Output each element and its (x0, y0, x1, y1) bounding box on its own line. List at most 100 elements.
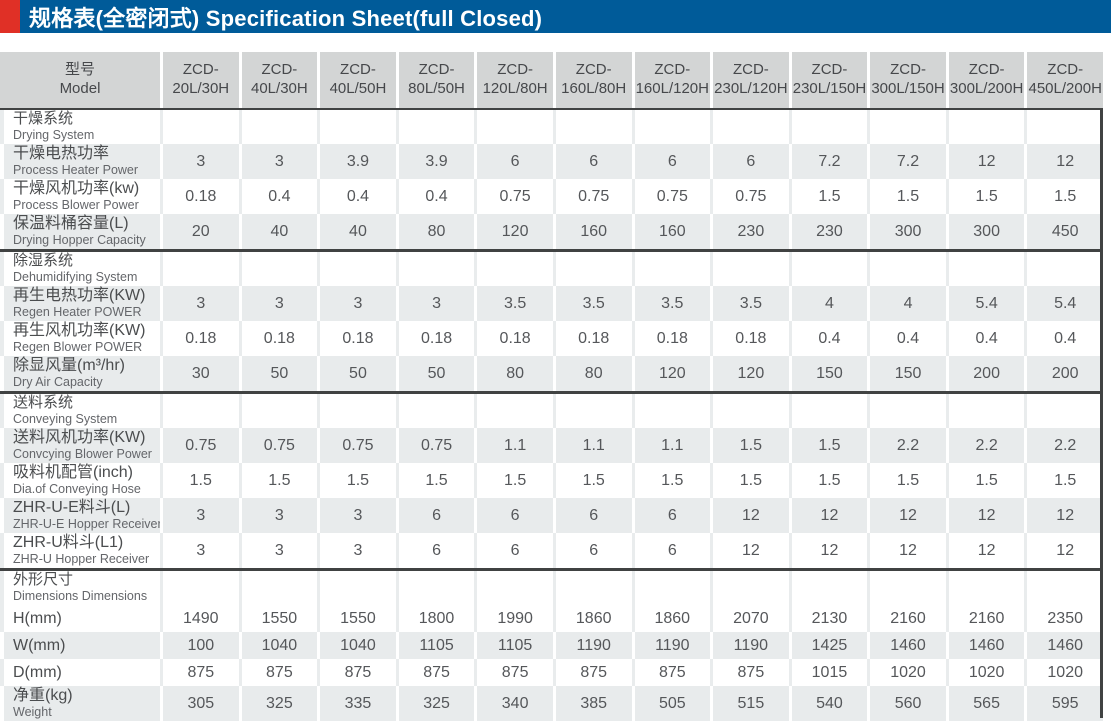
row-label: 送料风机功率(KW) Convcying Blower Power (4, 428, 160, 463)
model-prefix: ZCD- (890, 61, 926, 79)
section-empty-cell (870, 571, 946, 605)
section-header-row: 干燥系统 Drying System (0, 110, 1103, 144)
section-empty-cell (713, 110, 789, 144)
value-cell: 200 (948, 356, 1025, 391)
table-row: 送料风机功率(KW) Convcying Blower Power 0.75 0.75… (0, 428, 1103, 463)
value-cell: 80 (477, 356, 553, 391)
value-cell: 3 (241, 533, 318, 568)
row-label: 保温料桶容量(L) Drying Hopper Capacity (4, 214, 160, 249)
section-empty-cell (241, 252, 318, 286)
value-cell: 0.75 (477, 179, 553, 214)
value-cell: 200 (1027, 356, 1103, 391)
table-header-row: 型号 Model ZCD- 20L/30H ZCD- 40L/30H ZCD- 40L/5… (0, 52, 1103, 108)
model-prefix: ZCD- (418, 61, 455, 79)
value-cell: 1800 (398, 605, 475, 632)
value-cell: 160 (555, 214, 632, 249)
row-label-en: ZHR-U Hopper Receiver (13, 552, 150, 567)
section-empty-cell (948, 110, 1025, 144)
table-row: 再生风机功率(KW) Regen Blower POWER 0.18 0.18 0.18… (0, 321, 1103, 356)
value-cell: 230 (713, 214, 789, 249)
value-cell: 1.5 (870, 179, 946, 214)
value-cell: 1550 (320, 605, 396, 632)
value-cell: 2070 (713, 605, 789, 632)
section-label-en: Dimensions Dimensions (13, 589, 148, 604)
value-cell: 515 (713, 686, 789, 721)
value-cell: 1460 (948, 632, 1025, 659)
value-cell: 1.5 (948, 463, 1025, 498)
table-row: 干燥电热功率 Process Heater Power 3 3 3.9 3.9 6 6 6 6 7.… (0, 144, 1103, 179)
value-cell: 12 (1027, 533, 1103, 568)
model-column-header: ZCD- 40L/50H (320, 52, 396, 108)
model-header-zh: 型号 (64, 61, 95, 79)
model-size: 80L/50H (408, 80, 465, 97)
value-cell: 1105 (477, 632, 553, 659)
value-cell: 1.5 (791, 463, 868, 498)
value-cell: 12 (948, 533, 1025, 568)
value-cell: 160 (634, 214, 711, 249)
value-cell: 12 (948, 498, 1025, 533)
value-cell: 1190 (555, 632, 632, 659)
value-cell: 150 (870, 356, 946, 391)
model-prefix: ZCD- (654, 61, 691, 79)
row-label-zh: 再生风机功率(KW) (13, 322, 146, 340)
section-empty-cell (713, 252, 789, 286)
value-cell: 3.5 (634, 286, 711, 321)
section-empty-cell (791, 571, 868, 605)
value-cell: 1.5 (398, 463, 475, 498)
model-size: 160L/120H (635, 80, 709, 97)
value-cell: 6 (398, 498, 475, 533)
value-cell: 1190 (634, 632, 711, 659)
section-label-en: Drying System (13, 128, 95, 143)
model-size: 230L/150H (792, 80, 867, 97)
model-prefix: ZCD- (497, 61, 534, 79)
section-label: 除湿系统 Dehumidifying System (4, 252, 160, 286)
value-cell: 120 (634, 356, 711, 391)
section-empty-cell (791, 394, 868, 428)
model-prefix: ZCD- (1047, 61, 1084, 79)
value-cell: 1.1 (477, 428, 553, 463)
value-cell: 1550 (241, 605, 318, 632)
value-cell: 2160 (870, 605, 946, 632)
red-accent-bar (0, 0, 20, 33)
model-size: 450L/200H (1028, 80, 1102, 97)
model-prefix: ZCD- (575, 61, 612, 79)
table-row: ZHR-U-E料斗(L) ZHR-U-E Hopper Receiver 3 3 3 6 6… (0, 498, 1103, 533)
value-cell: 1.5 (163, 463, 239, 498)
value-cell: 0.75 (320, 428, 396, 463)
value-cell: 7.2 (870, 144, 946, 179)
section-empty-cell (163, 394, 239, 428)
value-cell: 0.18 (163, 321, 239, 356)
value-cell: 0.4 (241, 179, 318, 214)
table-row: D(mm) 875 875 875 875 875 875 875 875 1015 1020 102… (0, 659, 1103, 686)
model-size: 20L/30H (172, 80, 230, 97)
row-label: H(mm) (4, 605, 160, 632)
model-size: 300L/200H (949, 80, 1024, 97)
section-empty-cell (634, 571, 711, 605)
value-cell: 1190 (713, 632, 789, 659)
row-label-en: Regen Blower POWER (13, 340, 143, 355)
value-cell: 875 (634, 659, 711, 686)
row-label-zh: H(mm) (13, 609, 62, 627)
value-cell: 80 (398, 214, 475, 249)
row-label-zh: 除显风量(m³/hr) (13, 357, 125, 375)
model-column-header: ZCD- 450L/200H (1027, 52, 1103, 108)
row-label-en: Process Blower Power (13, 198, 139, 213)
value-cell: 50 (398, 356, 475, 391)
section-empty-cell (398, 394, 475, 428)
row-label-zh: ZHR-U-E料斗(L) (13, 499, 131, 517)
model-header-en: Model (59, 80, 101, 97)
value-cell: 2.2 (1027, 428, 1103, 463)
value-cell: 6 (477, 144, 553, 179)
section-empty-cell (241, 571, 318, 605)
value-cell: 0.75 (241, 428, 318, 463)
section-label: 送料系统 Conveying System (4, 394, 160, 428)
model-size: 230L/120H (714, 80, 788, 97)
section-empty-cell (163, 110, 239, 144)
value-cell: 340 (477, 686, 553, 721)
value-cell: 0.4 (320, 179, 396, 214)
value-cell: 40 (241, 214, 318, 249)
value-cell: 3 (163, 144, 239, 179)
row-label-en: ZHR-U-E Hopper Receiver (13, 517, 160, 532)
value-cell: 875 (241, 659, 318, 686)
value-cell: 3.5 (477, 286, 553, 321)
